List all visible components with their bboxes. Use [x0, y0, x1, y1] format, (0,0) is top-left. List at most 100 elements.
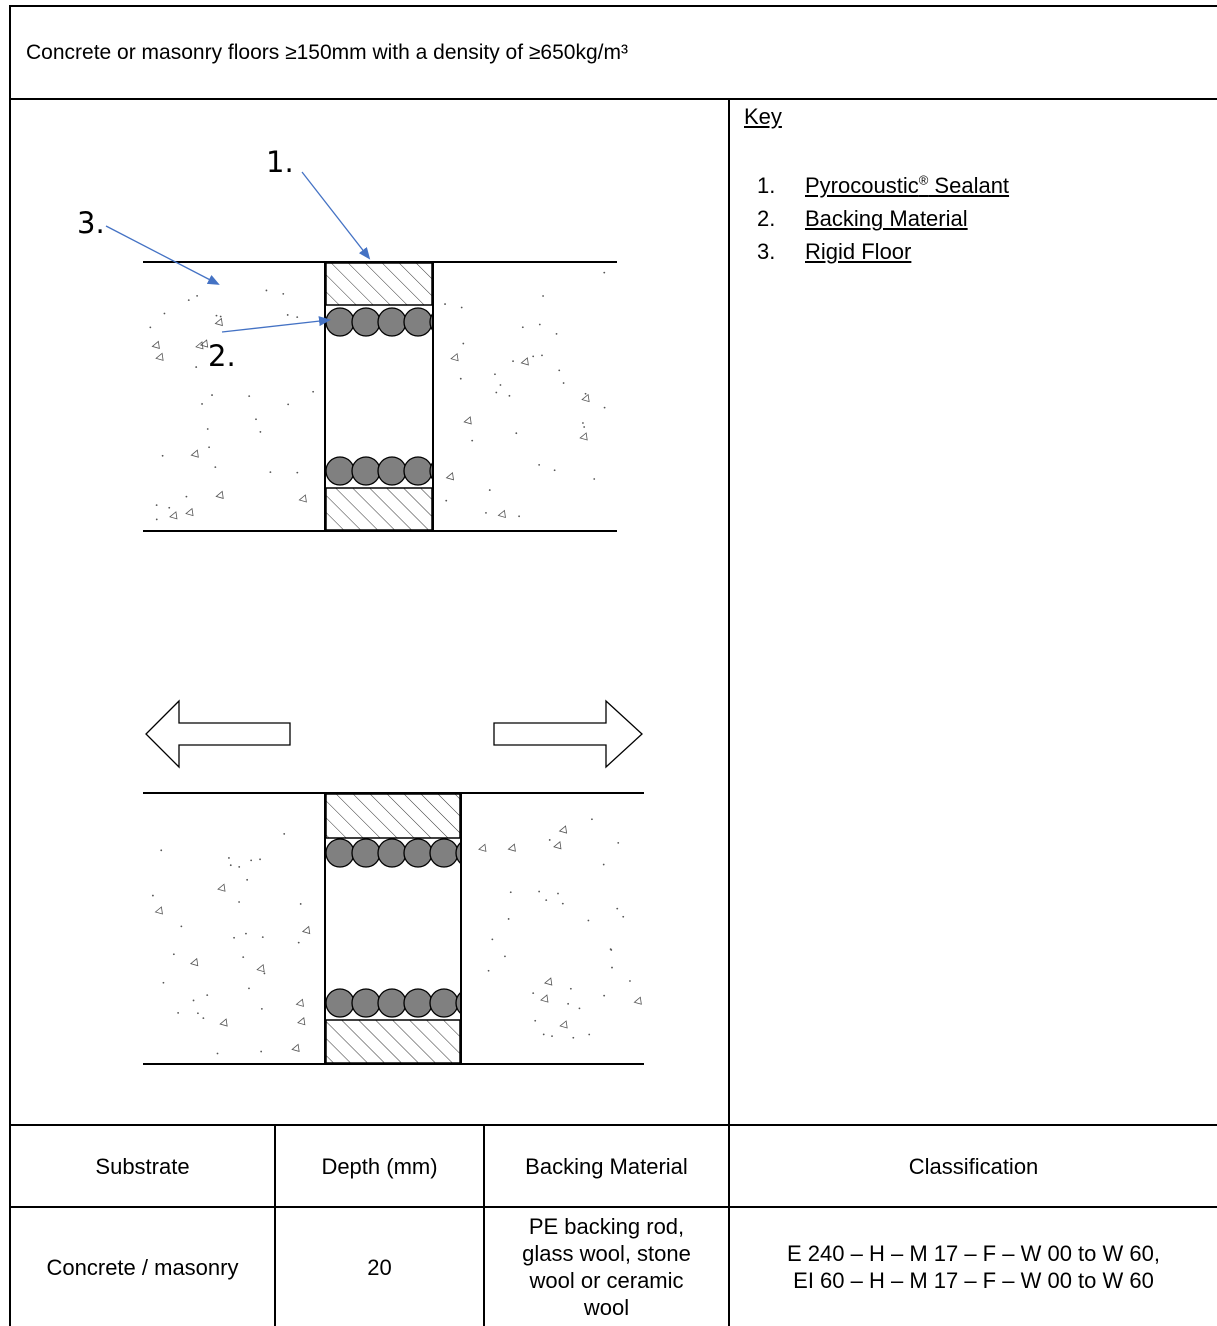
sealant-bottom — [325, 487, 433, 531]
aggregate-mark — [214, 317, 223, 327]
aggregate-mark — [154, 906, 163, 915]
aggregate-dot — [255, 418, 257, 421]
aggregate-dot — [192, 999, 195, 1002]
aggregate-mark — [291, 1043, 300, 1052]
aggregate-dot — [561, 902, 564, 905]
aggregate-dot — [163, 312, 166, 315]
aggregate-dot — [444, 303, 446, 305]
key-heading: Key — [744, 104, 782, 129]
backing-rod — [377, 838, 407, 868]
backing-rod — [377, 307, 407, 337]
aggregate-dot — [602, 863, 605, 866]
aggregate-dot — [583, 426, 586, 428]
key-item-label[interactable]: Rigid Floor — [805, 239, 912, 265]
aggregate-dot — [260, 1007, 263, 1010]
border-header-bottom — [9, 1206, 1217, 1208]
backing-rods-upper — [325, 306, 463, 338]
aggregate-dot — [155, 518, 158, 521]
cell-depth: 20 — [367, 1254, 392, 1280]
aggregate-dot — [265, 289, 268, 292]
aggregate-mark — [445, 472, 454, 481]
backing-rod — [403, 988, 433, 1018]
aggregate-dot — [553, 469, 556, 472]
aggregate-dot — [168, 506, 171, 509]
aggregate-dot — [228, 857, 230, 859]
aggregate-mark — [189, 957, 199, 967]
aggregate-dot — [202, 1017, 205, 1020]
callouts: 1. 3. 2. — [77, 145, 371, 373]
aggregate-dot — [578, 1007, 581, 1010]
aggregate-mark — [169, 511, 178, 520]
movement-arrows — [145, 699, 643, 769]
aggregate-dot — [269, 471, 272, 473]
bottom-detail — [143, 792, 644, 1065]
backing-rod — [429, 838, 459, 868]
aggregate-dot — [196, 294, 199, 297]
arrow-right-icon — [493, 699, 643, 769]
aggregate-dot — [558, 369, 561, 372]
aggregate-mark — [507, 843, 516, 852]
aggregate-dot — [491, 938, 494, 941]
aggregate-mark — [463, 416, 472, 425]
aggregate-dot — [214, 466, 217, 469]
backing-rod — [325, 838, 355, 868]
aggregate-mark — [295, 998, 304, 1007]
backing-rod — [377, 988, 407, 1018]
aggregate-dot — [259, 858, 261, 861]
aggregate-dot — [459, 377, 462, 380]
callout-label-3: 3. — [77, 206, 105, 240]
cell-substrate: Concrete / masonry — [46, 1254, 239, 1280]
aggregate-texture — [149, 271, 606, 521]
aggregate-dot — [296, 316, 299, 319]
aggregate-dot — [542, 295, 544, 297]
key-list: 1. Pyrocoustic® Sealant 2. Backing Materia… — [757, 164, 1009, 268]
aggregate-dot — [208, 446, 210, 449]
aggregate-dot — [151, 894, 154, 897]
aggregate-dot — [567, 1002, 570, 1005]
aggregate-dot — [287, 403, 290, 406]
aggregate-dot — [616, 907, 619, 910]
aggregate-mark — [298, 494, 307, 503]
backing-rod — [403, 307, 433, 337]
aggregate-dot — [197, 1012, 199, 1015]
backing-rods-lower — [325, 987, 491, 1019]
aggregate-dot — [282, 293, 285, 295]
aggregate-dot — [629, 980, 631, 982]
key-item-label[interactable]: Pyrocoustic® Sealant — [805, 173, 1010, 199]
aggregate-dot — [283, 833, 286, 835]
aggregate-dot — [507, 918, 510, 920]
aggregate-mark — [256, 963, 265, 973]
aggregate-mark — [151, 340, 160, 349]
aggregate-dot — [177, 1012, 180, 1014]
backing-rod — [377, 456, 407, 486]
aggregate-dot — [541, 354, 543, 357]
aggregate-mark — [553, 841, 562, 850]
sealant-bottom — [325, 1019, 461, 1064]
top-detail — [143, 261, 617, 532]
page-title: Concrete or masonry floors ≥150mm with a… — [26, 41, 628, 64]
sealant-top — [325, 793, 461, 839]
aggregate-mark — [540, 994, 549, 1003]
backing-rod — [325, 456, 355, 486]
aggregate-dot — [494, 373, 496, 376]
key-item-backing: 2. Backing Material — [757, 202, 1009, 235]
aggregate-dot — [286, 314, 289, 316]
header-backing-material: Backing Material — [525, 1153, 688, 1179]
backing-rod — [351, 838, 381, 868]
aggregate-mark — [633, 996, 642, 1005]
key-item-floor: 3. Rigid Floor — [757, 235, 1009, 268]
aggregate-mark — [579, 432, 588, 441]
aggregate-dot — [263, 972, 266, 975]
aggregate-mark — [199, 339, 209, 348]
rod-mask — [433, 455, 463, 487]
key-item-number: 2. — [757, 206, 776, 232]
aggregate-dot — [201, 403, 203, 405]
border-key-divider — [728, 98, 730, 1326]
key-item-label[interactable]: Backing Material — [805, 206, 968, 232]
header-substrate: Substrate — [95, 1153, 190, 1179]
aggregate-mark — [559, 1020, 568, 1029]
aggregate-dot — [462, 342, 465, 345]
aggregate-dot — [557, 892, 559, 895]
